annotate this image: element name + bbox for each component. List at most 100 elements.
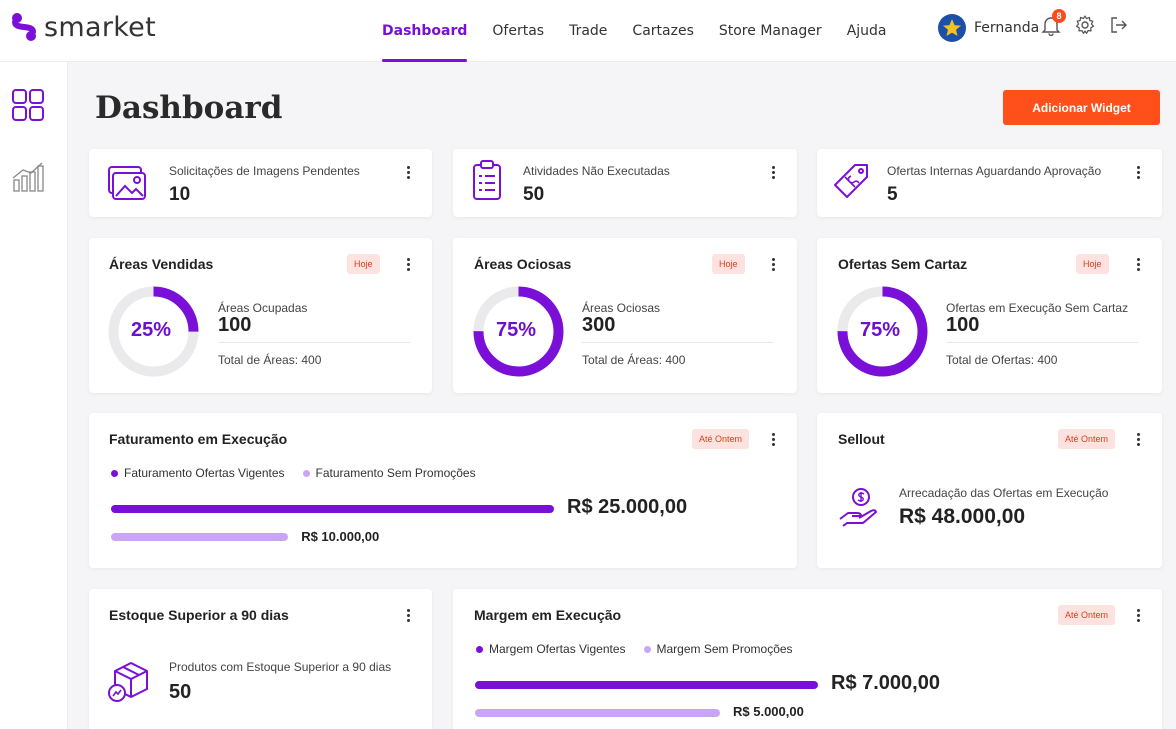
nav-item-store-manager[interactable]: Store Manager (718, 23, 822, 39)
donut-card-ofertas-sem-cartaz: Ofertas Sem Cartaz Hoje 75% Ofertas em E… (817, 238, 1162, 393)
legend-item: Margem Sem Promoções (643, 642, 793, 656)
card-title: Ofertas Sem Cartaz (838, 256, 968, 272)
nav-item-trade[interactable]: Trade (569, 23, 608, 39)
chart-legend: Margem Ofertas Vigentes Margem Sem Promo… (476, 642, 793, 656)
date-filter-tag[interactable]: Hoje (347, 254, 380, 274)
grid-icon (12, 89, 44, 121)
legend-item: Faturamento Ofertas Vigentes (111, 466, 285, 480)
top-navigation-bar: smarket Dashboard Ofertas Trade Cartazes… (0, 0, 1176, 62)
donut-chart (473, 286, 564, 377)
brand-logo[interactable]: smarket (10, 10, 156, 44)
stat-card-activities: Atividades Não Executadas 50 (453, 149, 797, 217)
legend-dot (302, 470, 310, 478)
legend-item: Margem Ofertas Vigentes (476, 642, 626, 656)
nav-item-cartazes[interactable]: Cartazes (632, 23, 694, 39)
image-gallery-icon (108, 166, 146, 200)
page-title: Dashboard (95, 90, 283, 126)
logout-button[interactable] (1108, 14, 1130, 36)
money-hand-icon (839, 488, 877, 527)
metric-value: R$ 48.000,00 (899, 505, 1026, 528)
donut-progress-arc (837, 286, 928, 377)
legend-label: Faturamento Sem Promoções (315, 466, 476, 480)
metric-value: 100 (946, 314, 980, 336)
stat-value: 5 (887, 184, 898, 205)
stat-card-image-requests: Solicitações de Imagens Pendentes 10 (89, 149, 432, 217)
card-menu-button[interactable] (1131, 255, 1145, 273)
metric-label: Produtos com Estoque Superior a 90 dias (169, 660, 392, 674)
stock-box-icon (108, 662, 148, 702)
legend-dot (111, 470, 118, 478)
analytics-chart-icon (12, 162, 44, 192)
star-icon (943, 19, 961, 36)
card-menu-button[interactable] (401, 255, 415, 273)
card-title: Áreas Vendidas (109, 256, 214, 272)
sellout-card: Sellout Até Ontem Arrecadação das Oferta… (817, 413, 1162, 568)
card-title: Sellout (838, 431, 885, 447)
donut-chart (108, 286, 199, 377)
card-menu-button[interactable] (766, 163, 780, 181)
sidebar-item-dashboard[interactable] (11, 88, 45, 122)
secondary-bar (475, 709, 720, 717)
date-filter-tag[interactable]: Até Ontem (1058, 605, 1116, 625)
nav-item-ofertas[interactable]: Ofertas (492, 23, 545, 39)
primary-value: R$ 25.000,00 (567, 496, 688, 518)
legend-label: Margem Sem Promoções (656, 642, 793, 656)
card-title: Margem em Execução (474, 607, 622, 623)
settings-button[interactable] (1074, 14, 1096, 36)
secondary-value: R$ 5.000,00 (733, 704, 804, 719)
notification-badge: 8 (1052, 9, 1066, 23)
top-actions: 8 (1040, 9, 1130, 37)
total-label: Total de Áreas: 400 (218, 353, 322, 367)
card-menu-button[interactable] (1131, 163, 1145, 181)
user-menu[interactable]: Fernanda (938, 14, 1039, 42)
side-rail (0, 62, 68, 729)
main-nav: Dashboard Ofertas Trade Cartazes Store M… (372, 0, 902, 62)
date-filter-tag[interactable]: Hoje (1076, 254, 1109, 274)
stat-label: Solicitações de Imagens Pendentes (169, 164, 360, 178)
primary-bar (111, 505, 554, 513)
secondary-value: R$ 10.000,00 (301, 529, 380, 544)
user-name: Fernanda (974, 20, 1040, 36)
price-tag-icon (834, 164, 868, 198)
card-menu-button[interactable] (1131, 430, 1145, 448)
card-menu-button[interactable] (401, 163, 415, 181)
donut-chart (837, 286, 928, 377)
percent-label: 25% (131, 319, 172, 341)
avatar (938, 14, 966, 42)
donut-card-areas-vendidas: Áreas Vendidas Hoje 25% Áreas Ocupadas 1… (89, 238, 432, 393)
donut-progress-arc (108, 286, 199, 377)
divider (946, 342, 1138, 343)
notification-bell-button[interactable]: 8 (1040, 9, 1066, 37)
faturamento-card: Faturamento em Execução Até Ontem Fatura… (89, 413, 797, 568)
metric-label: Arrecadação das Ofertas em Execução (899, 486, 1109, 500)
chart-legend: Faturamento Ofertas Vigentes Faturamento… (111, 466, 476, 480)
divider (218, 342, 410, 343)
card-menu-button[interactable] (766, 430, 780, 448)
card-title: Áreas Ociosas (474, 256, 572, 272)
sidebar-item-analytics[interactable] (11, 160, 45, 194)
card-menu-button[interactable] (766, 255, 780, 273)
logout-icon (1111, 17, 1127, 33)
legend-item: Faturamento Sem Promoções (302, 466, 476, 480)
stat-label: Atividades Não Executadas (523, 164, 670, 178)
legend-label: Faturamento Ofertas Vigentes (124, 466, 285, 480)
nav-item-dashboard[interactable]: Dashboard (372, 0, 477, 62)
nav-item-ajuda[interactable]: Ajuda (846, 23, 887, 39)
legend-dot (643, 646, 651, 654)
stat-label: Ofertas Internas Aguardando Aprovação (887, 164, 1102, 178)
metric-value: 100 (218, 314, 252, 336)
card-menu-button[interactable] (401, 606, 415, 624)
date-filter-tag[interactable]: Até Ontem (692, 429, 750, 449)
date-filter-tag[interactable]: Hoje (712, 254, 745, 274)
checklist-icon (473, 160, 501, 200)
smarket-logo-icon (12, 13, 36, 41)
brand-name: smarket (44, 11, 156, 43)
legend-label: Margem Ofertas Vigentes (489, 642, 626, 656)
metric-value: 50 (169, 681, 192, 703)
add-widget-button[interactable]: Adicionar Widget (1003, 90, 1160, 125)
date-filter-tag[interactable]: Até Ontem (1058, 429, 1116, 449)
legend-dot (476, 646, 483, 654)
metric-label: Ofertas em Execução Sem Cartaz (946, 301, 1129, 315)
card-menu-button[interactable] (1131, 606, 1145, 624)
stat-value: 10 (169, 184, 191, 205)
